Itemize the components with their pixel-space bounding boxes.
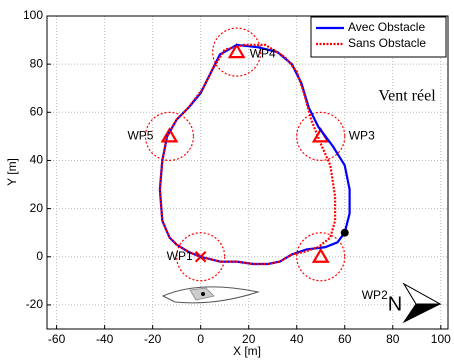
y-tick-label: 60 <box>30 104 44 118</box>
legend: Avec Obstacle Sans Obstacle <box>310 16 447 58</box>
x-tick-label: 80 <box>386 332 400 346</box>
y-axis-label: Y [m] <box>5 158 19 186</box>
waypoint-label: WP4 <box>250 46 276 60</box>
waypoint-label: WP1 <box>167 249 193 263</box>
boat-icon <box>161 286 260 304</box>
position-dot <box>340 228 349 237</box>
legend-label: Sans Obstacle <box>348 36 426 50</box>
waypoint-marker <box>311 247 330 263</box>
x-tick-label: -20 <box>144 332 162 346</box>
annotation: Vent réel <box>378 88 436 105</box>
x-tick-label: -60 <box>48 332 66 346</box>
waypoint-circle <box>296 111 346 161</box>
x-tick-label: -40 <box>96 332 114 346</box>
waypoint-marker <box>160 127 179 143</box>
y-tick-label: 0 <box>36 249 43 263</box>
trajectory-line <box>158 43 337 266</box>
y-tick-label: -20 <box>26 297 44 311</box>
x-axis-label: X [m] <box>233 344 261 358</box>
plot-area <box>47 16 448 329</box>
x-tick-label: 40 <box>290 332 304 346</box>
x-tick-label: 20 <box>242 332 256 346</box>
marks <box>144 27 351 282</box>
compass <box>402 282 442 324</box>
y-tick-label: 40 <box>30 153 44 167</box>
compass-label: N <box>388 293 402 315</box>
waypoint-circle <box>212 27 262 77</box>
x-tick-label: 100 <box>431 332 451 346</box>
legend-label: Avec Obstacle <box>348 20 425 34</box>
waypoint-circle <box>144 111 195 161</box>
waypoint-circle <box>296 232 346 282</box>
waypoint-label: WP2 <box>362 288 388 302</box>
waypoint-circle <box>176 232 226 282</box>
waypoint-label: WP3 <box>349 129 375 143</box>
y-tick-label: 20 <box>30 201 44 215</box>
x-tick-label: 60 <box>338 332 352 346</box>
y-tick-label: 80 <box>30 56 44 70</box>
axes-frame <box>46 15 449 330</box>
y-tick-label: 100 <box>23 8 43 22</box>
x-tick-label: 0 <box>197 332 204 346</box>
legend-box <box>310 16 447 58</box>
waypoint-label: WP5 <box>127 129 153 143</box>
waypoint-marker <box>227 42 246 59</box>
